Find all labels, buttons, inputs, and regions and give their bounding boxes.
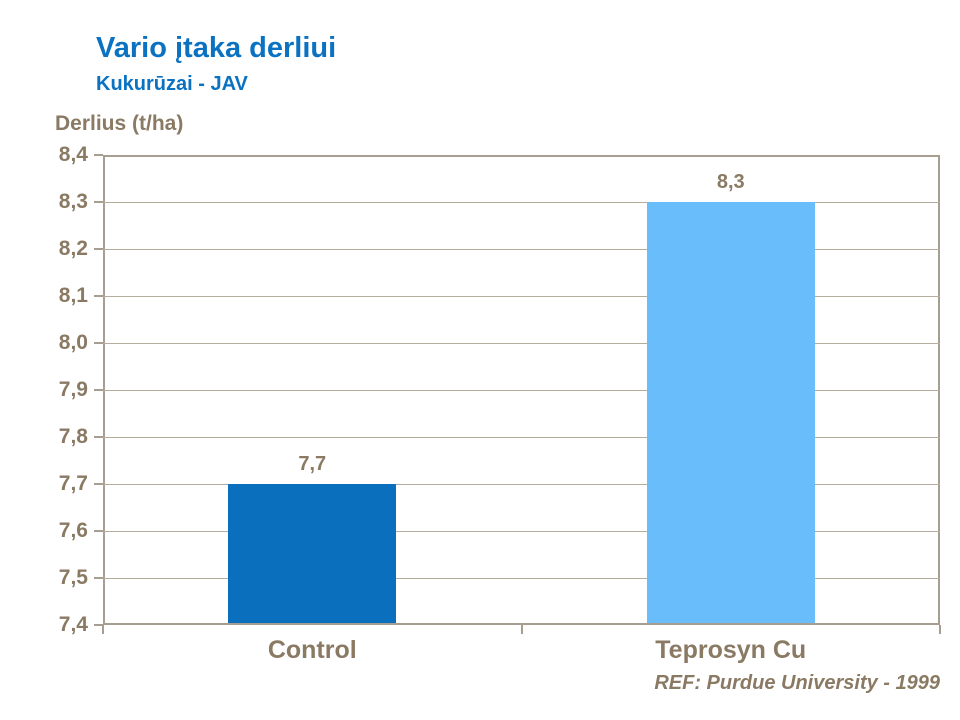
chart-subtitle: Kukurūzai - JAV: [96, 73, 248, 95]
y-tick-mark: [94, 248, 103, 250]
y-tick-label: 7,4: [58, 613, 88, 636]
y-tick-label: 8,3: [58, 190, 88, 213]
bar-teprosyn-cu: [646, 202, 815, 623]
x-category-label: Control: [267, 636, 357, 664]
gridline: [103, 295, 940, 297]
y-tick-mark: [94, 342, 103, 344]
y-tick-label: 8,4: [58, 143, 88, 166]
y-tick-mark: [94, 624, 103, 626]
y-tick-label: 8,1: [58, 284, 88, 307]
x-tick-mark: [520, 625, 523, 634]
y-tick-mark: [94, 436, 103, 438]
y-tick-label: 8,2: [58, 237, 88, 260]
gridline: [103, 201, 940, 203]
chart-title: Vario įtaka derliui: [96, 32, 337, 64]
y-tick-label: 7,8: [58, 425, 88, 448]
gridline: [103, 530, 940, 532]
y-tick-mark: [94, 577, 103, 579]
bar-control: [228, 484, 397, 623]
x-tick-mark: [939, 625, 941, 634]
y-tick-mark: [94, 530, 103, 532]
bar-value-label: 8,3: [716, 171, 745, 193]
y-tick-mark: [94, 201, 103, 203]
x-category-label: Teprosyn Cu: [655, 636, 807, 664]
bar-value-label: 7,7: [298, 453, 327, 475]
gridline: [103, 248, 940, 250]
gridline: [103, 577, 940, 579]
y-tick-label: 7,5: [58, 566, 88, 589]
gridline: [103, 483, 940, 485]
y-tick-mark: [94, 483, 103, 485]
y-tick-label: 7,6: [58, 519, 88, 542]
gridline: [103, 436, 940, 438]
gridline: [103, 389, 940, 391]
y-tick-mark: [94, 389, 103, 391]
y-axis-title: Derlius (t/ha): [55, 112, 184, 135]
y-tick-label: 7,9: [58, 378, 88, 401]
y-tick-label: 7,7: [58, 472, 88, 495]
y-tick-mark: [94, 154, 103, 156]
gridline: [103, 342, 940, 344]
y-tick-mark: [94, 295, 103, 297]
x-tick-mark: [102, 625, 104, 634]
y-tick-label: 8,0: [58, 331, 88, 354]
ref-footnote: REF: Purdue University - 1999: [654, 672, 940, 694]
